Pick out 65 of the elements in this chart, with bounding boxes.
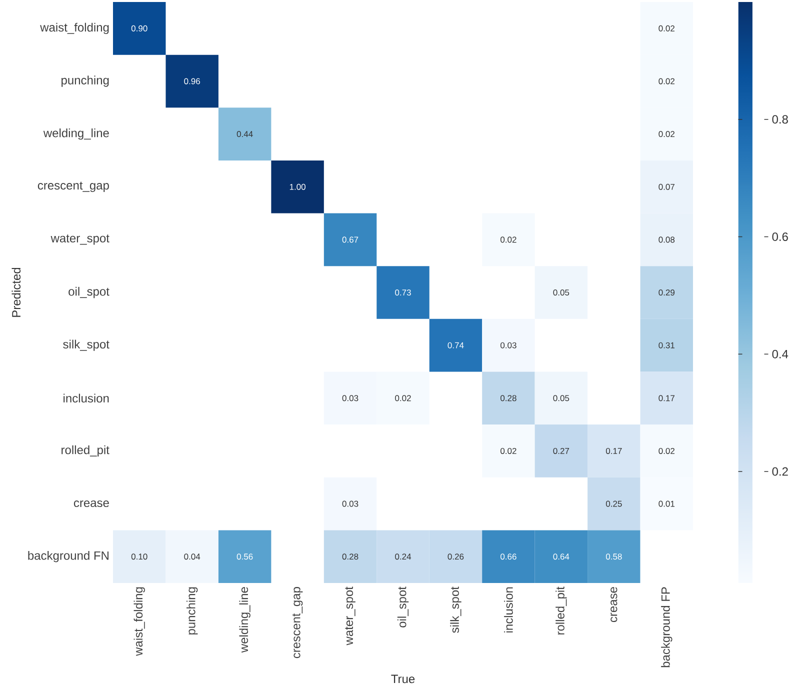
data-label: 0.44 <box>236 131 253 138</box>
y-tick-label: water_spot <box>50 234 110 245</box>
data-label: 0.02 <box>658 448 674 454</box>
x-tick-label: background FP <box>661 587 672 668</box>
data-label: 0.25 <box>606 500 622 507</box>
data-label: 0.29 <box>658 290 675 296</box>
x-axis-title: True <box>391 674 415 684</box>
data-label: 0.17 <box>658 395 674 402</box>
y-tick-label: waist_folding <box>40 22 109 34</box>
data-label: 0.28 <box>500 395 516 402</box>
y-tick-label: punching <box>62 76 109 87</box>
data-label: 0.08 <box>658 236 675 243</box>
data-label: 1.00 <box>290 184 306 190</box>
data-label: 0.67 <box>342 236 358 243</box>
x-tick-label: inclusion <box>504 587 513 632</box>
x-tick-label: water_spot <box>345 586 356 646</box>
data-label: 0.58 <box>606 554 622 560</box>
data-label: 0.28 <box>342 554 358 560</box>
data-label: 0.03 <box>500 342 516 348</box>
data-label: 0.56 <box>236 554 253 560</box>
x-tick-label: silk_spot <box>450 586 462 633</box>
data-label: 0.24 <box>395 554 412 560</box>
data-label: 0.31 <box>658 342 674 348</box>
x-tick-label: welding_line <box>239 587 250 653</box>
data-label: 0.02 <box>500 236 516 243</box>
data-label: 0.66 <box>500 554 516 560</box>
data-label: 0.07 <box>658 184 674 190</box>
y-tick-label: crescent_gap <box>38 182 109 192</box>
data-label: 0.90 <box>131 25 148 32</box>
data-label: 0.01 <box>658 500 674 507</box>
color-bar-label: 0.2 <box>772 467 788 476</box>
data-label: 0.02 <box>395 395 411 402</box>
data-label: 0.04 <box>184 554 200 560</box>
data-label: 0.02 <box>658 25 674 32</box>
color-bar-label: 0.4 <box>772 350 788 358</box>
y-tick-label: rolled_pit <box>62 445 110 457</box>
x-tick-label: punching <box>186 587 198 634</box>
data-label: 0.73 <box>395 290 411 296</box>
data-label: 0.03 <box>342 500 358 507</box>
y-tick-label: inclusion <box>64 394 109 403</box>
x-tick-label: crescent_gap <box>292 587 303 658</box>
y-axis-title: Predicted <box>12 268 21 317</box>
data-label: 0.96 <box>184 78 200 84</box>
data-label: 0.02 <box>658 78 674 84</box>
data-label: 0.26 <box>448 554 464 560</box>
data-label: 0.02 <box>500 448 516 454</box>
color-bar-label: 0.8 <box>772 115 788 124</box>
data-label: 0.05 <box>553 290 570 296</box>
data-label: 0.27 <box>553 448 570 454</box>
data-label: 0.03 <box>342 395 358 402</box>
data-label: 0.64 <box>553 554 570 560</box>
y-tick-label: background FN <box>28 551 108 562</box>
y-tick-label: oil_spot <box>68 286 110 298</box>
data-label: 0.02 <box>658 131 674 138</box>
x-tick-label: rolled_pit <box>556 586 567 634</box>
color-bar-label: 0.6 <box>772 232 788 241</box>
data-label: 0.10 <box>131 554 148 560</box>
y-tick-label: welding_line <box>43 128 109 140</box>
data-label: 0.17 <box>606 448 622 454</box>
y-tick-label: silk_spot <box>63 340 110 351</box>
x-tick-label: crease <box>610 587 618 622</box>
x-tick-label: oil_spot <box>397 586 409 628</box>
data-label: 0.05 <box>553 395 570 402</box>
data-label: 0.74 <box>448 342 464 348</box>
y-tick-label: crease <box>74 500 109 508</box>
